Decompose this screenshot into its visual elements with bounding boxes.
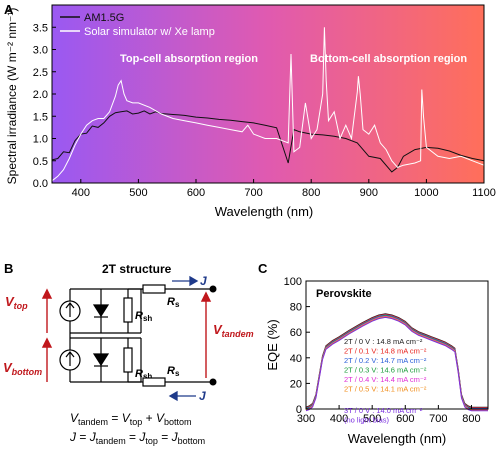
panel-c-label: C <box>258 261 268 276</box>
series-resistor-bottom <box>142 377 166 387</box>
diode-top-icon <box>92 304 110 318</box>
y-tick-label: 3.5 <box>33 22 48 34</box>
y-tick-label: 0.0 <box>33 178 48 190</box>
plot-a-series <box>51 27 485 182</box>
series-line-am1-5g <box>51 110 485 173</box>
series-line-3t-0-v <box>305 316 488 412</box>
series-resistor-bottom-branch <box>128 377 213 387</box>
legend-note: (no light bias) <box>344 416 390 425</box>
series-line-solar-simulator-w-xe-lamp <box>51 27 485 182</box>
y-tick-label: 1.5 <box>33 111 48 123</box>
x-tick-label: 500 <box>129 187 147 199</box>
annotation-top-cell: Top-cell absorption region <box>120 53 258 65</box>
equation-voltage: Vtandem = Vtop + Vbottom <box>70 411 191 427</box>
plot-c-legend: 2T / 0 V : 14.8 mA cm⁻²2T / 0.1 V: 14.8 … <box>344 337 427 425</box>
v-bottom-arrow-icon <box>41 337 53 382</box>
x-tick-label: 600 <box>187 187 205 199</box>
y-axis-label-c: EQE (%) <box>265 319 280 370</box>
legend-entry: 2T / 0.3 V: 14.6 mA cm⁻² <box>344 366 427 375</box>
x-tick-label: 500 <box>363 413 381 425</box>
v-tandem-arrow-icon <box>200 291 212 378</box>
legend-label-simulator: Solar simulator w/ Xe lamp <box>84 26 215 38</box>
legend-label-am15g: AM1.5G <box>84 12 124 24</box>
x-tick-label: 1100 <box>472 187 496 199</box>
circuit-diagram-2t: 2T structure Rsh Rs <box>3 262 254 446</box>
current-arrow-top-icon <box>172 275 199 287</box>
x-tick-label: 700 <box>244 187 262 199</box>
spectral-irradiance-chart: 400 500 600 700 800 900 1000 1100 0.0 0.5 1.0 1.5 2.… <box>5 4 496 219</box>
terminal-bottom <box>209 378 217 386</box>
y-tick-label: 40 <box>290 353 302 365</box>
y-tick-label: 1.0 <box>33 134 48 146</box>
plot-a-ticks: 400 500 600 700 800 900 1000 1100 0.0 0.5 1.0 1.5 2.… <box>33 22 496 199</box>
j-bottom-label: J <box>199 389 206 403</box>
y-tick-label: 3.0 <box>33 45 48 57</box>
panel-b-label: B <box>4 261 13 276</box>
diode-bottom-icon <box>92 353 110 367</box>
plot-a-legend: AM1.5G Solar simulator w/ Xe lamp <box>60 12 215 38</box>
x-tick-label: 600 <box>396 413 414 425</box>
x-tick-label: 700 <box>429 413 447 425</box>
eqe-chart: 300 400 500 600 700 800 0 20 40 60 80 100 Perovskit… <box>265 276 489 446</box>
series-resistor-top-branch <box>128 284 213 294</box>
plot-c-frame <box>305 280 489 410</box>
x-axis-label-a: Wavelength (nm) <box>215 204 314 219</box>
y-tick-label: 20 <box>290 378 302 390</box>
top-subcell <box>59 288 143 334</box>
v-top-label: Vtop <box>5 294 28 311</box>
rsh-bottom-label: Rsh <box>135 368 152 381</box>
legend-entry: 2T / 0 V : 14.8 mA cm⁻² <box>344 337 423 346</box>
bottom-subcell <box>59 337 142 383</box>
y-tick-label: 80 <box>290 302 302 314</box>
v-top-arrow-icon <box>41 288 53 333</box>
rs-top-label: Rs <box>167 296 180 309</box>
plot-c-title: Perovskite <box>316 288 372 300</box>
x-tick-label: 800 <box>462 413 480 425</box>
y-tick-label: 60 <box>290 327 302 339</box>
legend-entry: 2T / 0.5 V: 14.1 mA cm⁻² <box>344 385 427 394</box>
x-tick-label: 400 <box>72 187 90 199</box>
y-tick-label: 100 <box>284 276 302 288</box>
current-arrow-bottom-icon <box>168 390 196 402</box>
plot-c-series <box>305 313 488 412</box>
plot-c-ticks: 300 400 500 600 700 800 0 20 40 60 80 100 <box>284 276 481 425</box>
y-axis-label-a: Spectral irradiance (W m⁻² nm⁻¹) <box>5 8 19 185</box>
annotation-bottom-cell: Bottom-cell absorption region <box>310 53 467 65</box>
rsh-top-label: Rsh <box>135 310 152 323</box>
y-tick-label: 0 <box>296 404 302 416</box>
y-tick-label: 0.5 <box>33 156 48 168</box>
rs-bottom-label: Rs <box>167 365 180 378</box>
legend-entry: 3T / 0 V : 14.0 mA cm⁻² <box>344 406 423 415</box>
x-tick-label: 1000 <box>414 187 438 199</box>
shunt-resistor-bottom <box>123 347 133 373</box>
x-tick-label: 300 <box>297 413 315 425</box>
y-tick-label: 2.0 <box>33 89 48 101</box>
x-tick-label: 800 <box>302 187 320 199</box>
legend-entry: 2T / 0.1 V: 14.8 mA cm⁻² <box>344 347 427 356</box>
j-top-label: J <box>200 274 207 288</box>
legend-entry: 2T / 0.2 V: 14.7 mA cm⁻² <box>344 356 427 365</box>
y-tick-label: 2.5 <box>33 67 48 79</box>
v-bottom-label: Vbottom <box>3 360 42 377</box>
legend-entry: 2T / 0.4 V: 14.4 mA cm⁻² <box>344 375 427 384</box>
shunt-resistor-top <box>123 297 133 323</box>
v-tandem-label: Vtandem <box>213 322 254 339</box>
x-tick-label: 400 <box>330 413 348 425</box>
circuit-title: 2T structure <box>102 262 172 276</box>
equation-current: J = Jtandem = Jtop = Jbottom <box>69 430 205 446</box>
x-axis-label-c: Wavelength (nm) <box>348 431 447 446</box>
x-tick-label: 900 <box>360 187 378 199</box>
series-resistor-top <box>142 284 166 294</box>
terminal-top <box>209 285 217 293</box>
panel-a-label: A <box>4 2 14 17</box>
